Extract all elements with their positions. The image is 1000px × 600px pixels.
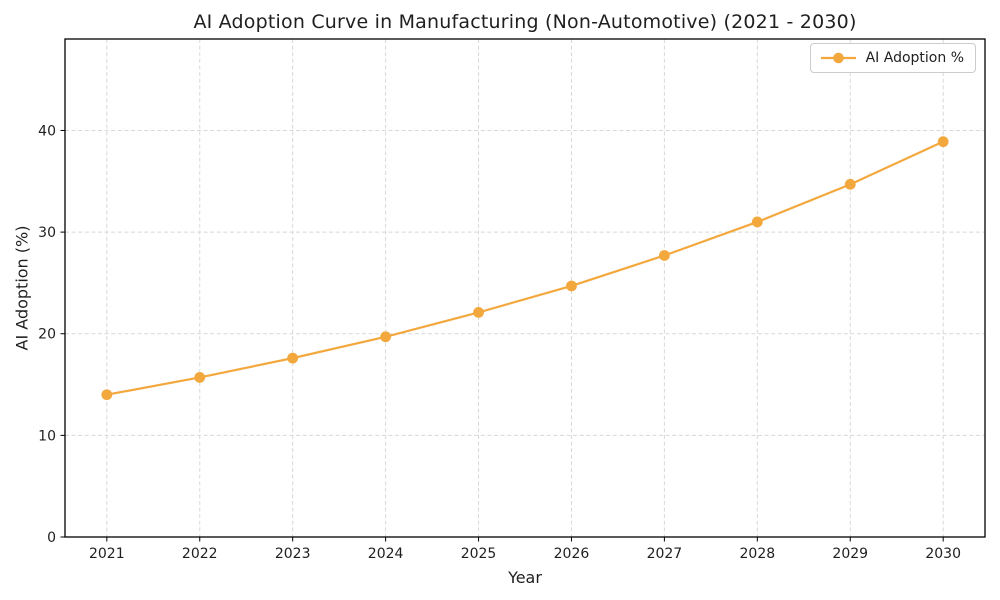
data-point-marker (658, 250, 670, 261)
data-point-marker (844, 178, 856, 190)
plot-border (64, 38, 986, 538)
x-tick-label: 2021 (89, 546, 125, 562)
x-tick-label: 2022 (182, 546, 218, 562)
data-point-marker (287, 352, 299, 364)
data-point-marker (101, 389, 113, 401)
x-tick-label: 2028 (740, 546, 776, 562)
series-line (105, 140, 945, 396)
x-tick-label: 2030 (925, 546, 961, 562)
x-tick-label: 2025 (461, 546, 497, 562)
data-point-marker (194, 372, 206, 383)
data-point-marker (473, 306, 484, 318)
x-tick-label: 2026 (554, 546, 590, 562)
y-tick-label: 30 (38, 225, 56, 241)
x-tick-label: 2029 (832, 546, 868, 562)
y-tick-label: 40 (38, 123, 56, 139)
x-axis-label: Year (508, 568, 542, 587)
chart-title: AI Adoption Curve in Manufacturing (Non-… (193, 11, 857, 33)
x-tick-label: 2024 (368, 546, 404, 562)
data-point-marker (751, 216, 763, 228)
data-point-marker (937, 136, 949, 148)
x-tick-label: 2023 (275, 546, 311, 562)
x-tick-label: 2027 (647, 546, 683, 562)
y-tick-label: 20 (38, 327, 56, 343)
y-axis-label: AI Adoption (%) (12, 225, 32, 351)
data-point-marker (380, 331, 392, 343)
y-tick-label: 0 (47, 530, 56, 546)
legend: AI Adoption % (809, 43, 976, 73)
data-point-marker (566, 280, 577, 292)
y-tick-label: 10 (38, 428, 56, 444)
legend-label: AI Adoption % (865, 50, 964, 66)
legend-line-marker-icon (820, 52, 856, 64)
